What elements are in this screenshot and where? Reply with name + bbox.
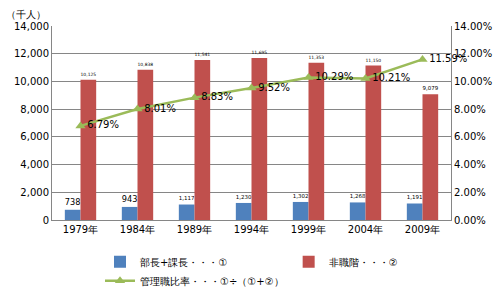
svg-text:部長+課長・・・①: 部長+課長・・・① (140, 257, 227, 268)
svg-text:11,541: 11,541 (195, 52, 211, 57)
svg-text:6.79%: 6.79% (87, 119, 119, 130)
svg-text:6,000: 6,000 (20, 131, 49, 142)
svg-text:10.21%: 10.21% (372, 72, 410, 83)
svg-text:1,230: 1,230 (236, 194, 252, 200)
svg-text:9.52%: 9.52% (258, 82, 290, 93)
svg-text:1979年: 1979年 (63, 224, 98, 235)
svg-text:1994年: 1994年 (234, 224, 269, 235)
svg-text:11,695: 11,695 (252, 50, 268, 55)
svg-text:1999年: 1999年 (291, 224, 326, 235)
svg-text:10.29%: 10.29% (315, 71, 353, 82)
svg-text:2,000: 2,000 (20, 187, 49, 198)
svg-text:11,150: 11,150 (366, 58, 382, 63)
svg-text:2.00%: 2.00% (454, 187, 486, 198)
svg-text:2009年: 2009年 (405, 224, 440, 235)
svg-text:（千人）: （千人） (6, 9, 46, 20)
svg-text:10,125: 10,125 (81, 72, 97, 77)
svg-text:8.01%: 8.01% (144, 103, 176, 114)
svg-text:10,838: 10,838 (138, 62, 154, 67)
svg-text:1984年: 1984年 (120, 224, 155, 235)
svg-text:1989年: 1989年 (177, 224, 212, 235)
svg-text:1,268: 1,268 (350, 193, 366, 199)
svg-text:4.00%: 4.00% (454, 159, 486, 170)
svg-text:8.83%: 8.83% (201, 91, 233, 102)
svg-text:9,079: 9,079 (423, 85, 439, 91)
svg-text:12.00%: 12.00% (454, 48, 492, 59)
svg-text:非職階・・・②: 非職階・・・② (329, 257, 398, 268)
svg-text:2004年: 2004年 (348, 224, 383, 235)
svg-text:14,000: 14,000 (14, 21, 49, 32)
svg-text:10.00%: 10.00% (454, 76, 492, 87)
svg-text:1,191: 1,191 (407, 194, 423, 200)
svg-text:4,000: 4,000 (20, 159, 49, 170)
svg-text:14.00%: 14.00% (454, 21, 492, 32)
svg-text:738: 738 (65, 197, 81, 207)
svg-text:8.00%: 8.00% (454, 104, 486, 115)
svg-text:12,000: 12,000 (14, 48, 49, 59)
svg-text:8,000: 8,000 (20, 104, 49, 115)
svg-text:943: 943 (122, 194, 138, 204)
svg-text:11.59%: 11.59% (429, 53, 467, 64)
svg-text:11,353: 11,353 (309, 55, 325, 60)
svg-text:0: 0 (43, 215, 49, 226)
svg-text:1,302: 1,302 (293, 193, 309, 199)
svg-text:0.00%: 0.00% (454, 215, 486, 226)
svg-text:6.00%: 6.00% (454, 131, 486, 142)
svg-text:10,000: 10,000 (14, 76, 49, 87)
svg-text:1,117: 1,117 (179, 195, 195, 201)
svg-text:管理職比率・・・①÷（①+②）: 管理職比率・・・①÷（①+②） (140, 276, 284, 287)
